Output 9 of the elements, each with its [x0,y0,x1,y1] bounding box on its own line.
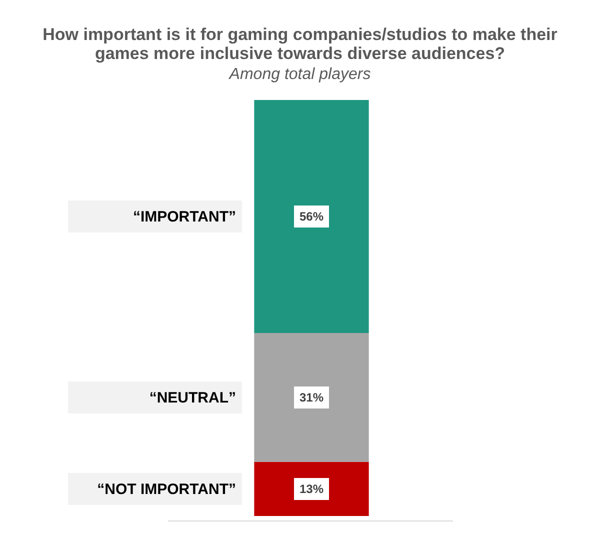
data-label: 13% [299,482,324,496]
series-label: “IMPORTANT” [132,208,236,226]
data-label: 31% [299,390,324,404]
series-label: “NEUTRAL” [149,389,236,406]
text: games more inclusive towards diverse audiences? [94,44,506,63]
data-label: 56% [299,209,324,224]
series-label: “NOT IMPORTANT” [97,480,236,498]
text: How important is it for gaming companies/studios to make their [42,25,558,44]
chart-subtitle: Among total players [228,66,371,83]
